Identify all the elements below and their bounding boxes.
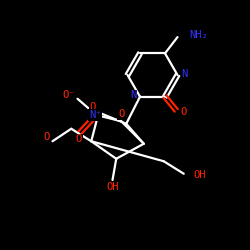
Text: N: N bbox=[130, 90, 136, 101]
Text: N: N bbox=[182, 69, 188, 79]
Text: OH: OH bbox=[193, 170, 206, 180]
Text: O: O bbox=[180, 107, 186, 117]
Text: O: O bbox=[90, 102, 96, 112]
Text: N⁺: N⁺ bbox=[89, 110, 101, 120]
Text: O: O bbox=[44, 132, 50, 142]
Text: OH: OH bbox=[106, 182, 119, 192]
Text: O: O bbox=[118, 109, 124, 119]
Text: NH₂: NH₂ bbox=[189, 30, 208, 40]
Text: O: O bbox=[76, 134, 82, 144]
Text: O⁻: O⁻ bbox=[62, 90, 75, 100]
